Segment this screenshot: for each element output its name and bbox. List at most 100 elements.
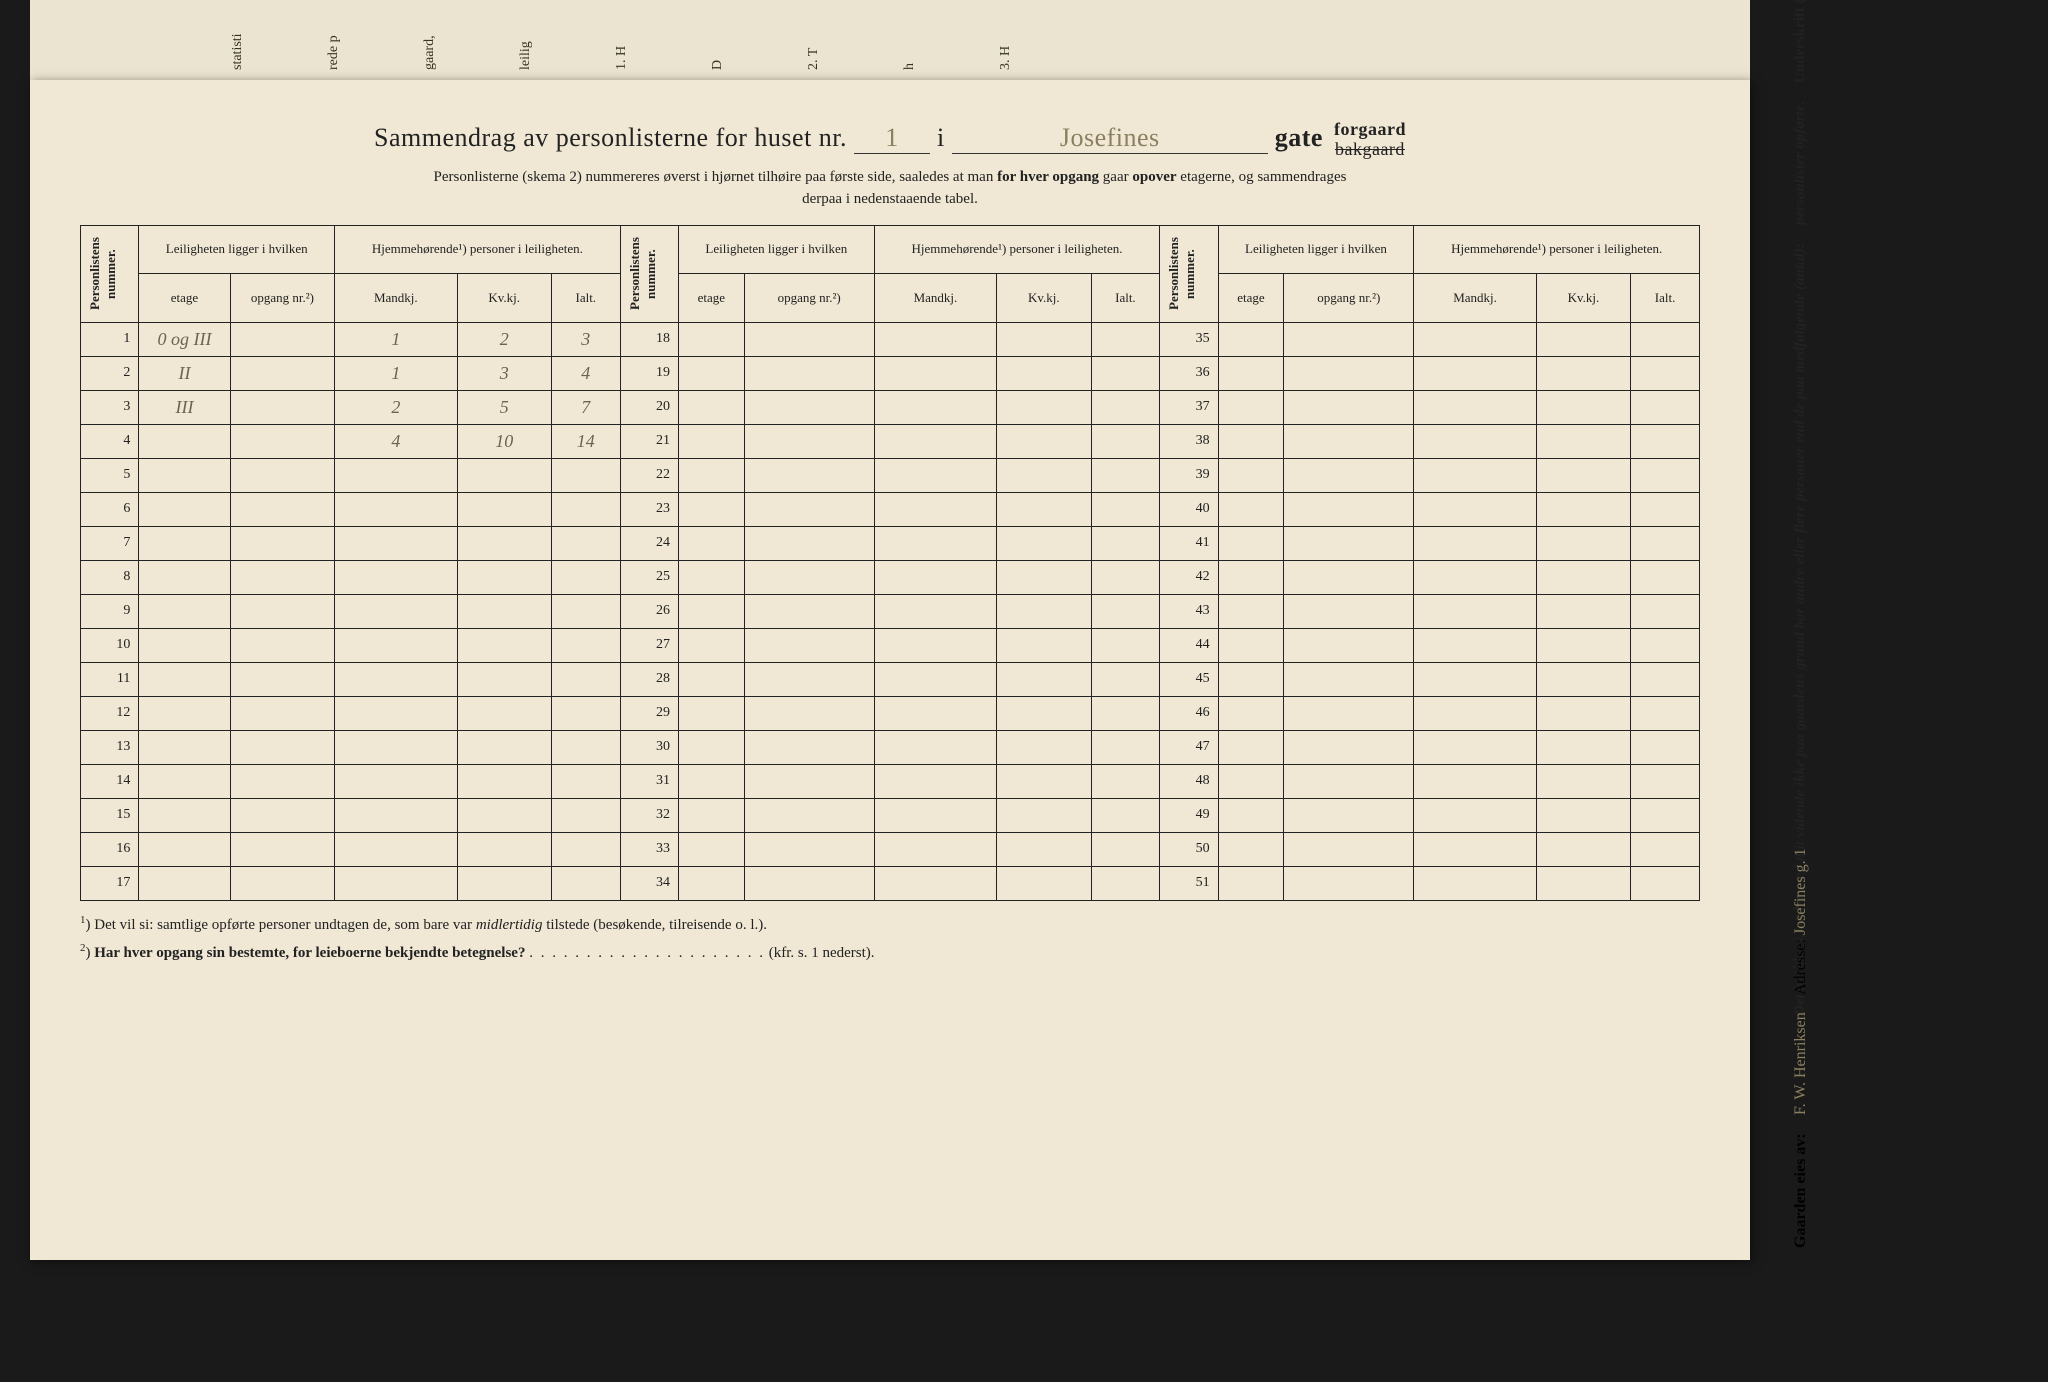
table-body: 10 og III12318352II13419363III2572037441… bbox=[81, 322, 1700, 900]
table-cell bbox=[744, 662, 874, 696]
table-cell bbox=[1414, 424, 1536, 458]
table-cell bbox=[335, 458, 457, 492]
street-field: Josefines bbox=[952, 123, 1268, 154]
table-cell bbox=[744, 730, 874, 764]
table-cell bbox=[230, 322, 334, 356]
table-cell bbox=[744, 696, 874, 730]
top-cut-labels: statistirede pgaard,leilig1. HD2. Th3. H bbox=[230, 0, 1130, 70]
table-cell bbox=[230, 560, 334, 594]
table-cell bbox=[551, 560, 620, 594]
table-cell bbox=[679, 424, 745, 458]
table-cell bbox=[1284, 832, 1414, 866]
gaarden-eies-line: Gaarden eies av: bbox=[1788, 1129, 1814, 1252]
top-cut-label: D bbox=[710, 0, 726, 70]
table-cell bbox=[1091, 390, 1160, 424]
table-cell bbox=[1218, 866, 1284, 900]
table-cell bbox=[874, 526, 996, 560]
top-cut-label: h bbox=[902, 0, 918, 70]
table-cell bbox=[230, 764, 334, 798]
table-cell bbox=[335, 730, 457, 764]
table-cell: 5 bbox=[457, 390, 551, 424]
table-cell: 45 bbox=[1160, 662, 1218, 696]
table-cell: 2 bbox=[81, 356, 139, 390]
table-cell bbox=[997, 696, 1091, 730]
table-cell: 34 bbox=[620, 866, 678, 900]
table-cell bbox=[139, 492, 230, 526]
col-hjemme-1: Hjemmehørende¹) personer i leiligheten. bbox=[335, 225, 621, 274]
table-cell bbox=[335, 628, 457, 662]
table-cell bbox=[1218, 628, 1284, 662]
table-cell bbox=[1218, 458, 1284, 492]
owner-panel: Gaarden eies av: F. W. Henriksen Adresse… bbox=[1788, 882, 1948, 1262]
table-cell bbox=[1218, 662, 1284, 696]
col-leilighet-3: Leiligheten ligger i hvilken bbox=[1218, 225, 1414, 274]
table-cell bbox=[679, 866, 745, 900]
table-cell bbox=[1284, 356, 1414, 390]
table-cell bbox=[1414, 866, 1536, 900]
table-cell bbox=[1284, 662, 1414, 696]
table-cell: 1 bbox=[81, 322, 139, 356]
table-cell bbox=[679, 560, 745, 594]
table-cell bbox=[335, 764, 457, 798]
table-cell bbox=[1414, 696, 1536, 730]
table-cell: 3 bbox=[81, 390, 139, 424]
table-cell bbox=[335, 594, 457, 628]
table-cell bbox=[1284, 730, 1414, 764]
table-cell bbox=[139, 458, 230, 492]
table-cell bbox=[1284, 798, 1414, 832]
table-cell: 36 bbox=[1160, 356, 1218, 390]
table-cell: 39 bbox=[1160, 458, 1218, 492]
owner-addr-label: Adresse: bbox=[1792, 939, 1809, 995]
table-cell bbox=[139, 696, 230, 730]
owner-name: F. W. Henriksen bbox=[1788, 1009, 1814, 1120]
table-row: 82542 bbox=[81, 560, 1700, 594]
table-cell bbox=[997, 764, 1091, 798]
table-cell bbox=[1631, 832, 1700, 866]
table-cell bbox=[230, 866, 334, 900]
table-cell bbox=[551, 866, 620, 900]
table-cell bbox=[1414, 390, 1536, 424]
table-cell bbox=[997, 866, 1091, 900]
table-cell bbox=[1536, 866, 1630, 900]
table-cell bbox=[997, 628, 1091, 662]
table-cell bbox=[1218, 390, 1284, 424]
sub-kvkj-1: Kv.kj. bbox=[457, 274, 551, 323]
table-cell bbox=[1536, 390, 1630, 424]
table-cell bbox=[874, 798, 996, 832]
table-cell bbox=[744, 526, 874, 560]
table-cell bbox=[1284, 322, 1414, 356]
table-cell: 10 bbox=[457, 424, 551, 458]
footnote-2-suffix: (kfr. s. 1 nederst). bbox=[769, 945, 875, 961]
table-cell bbox=[997, 458, 1091, 492]
table-cell: 26 bbox=[620, 594, 678, 628]
top-cut-label: gaard, bbox=[422, 0, 438, 70]
footnote-2: 2) Har hver opgang sin bestemte, for lei… bbox=[80, 939, 1700, 967]
table-cell bbox=[1284, 594, 1414, 628]
table-cell: 5 bbox=[81, 458, 139, 492]
table-cell bbox=[874, 866, 996, 900]
table-cell bbox=[1284, 458, 1414, 492]
table-cell bbox=[457, 832, 551, 866]
table-cell bbox=[1091, 832, 1160, 866]
footnotes: 1) Det vil si: samtlige opførte personer… bbox=[80, 911, 1700, 967]
table-cell bbox=[1284, 526, 1414, 560]
table-cell: 4 bbox=[335, 424, 457, 458]
table-cell bbox=[335, 492, 457, 526]
table-cell bbox=[997, 832, 1091, 866]
table-cell bbox=[457, 730, 551, 764]
table-cell bbox=[1536, 832, 1630, 866]
table-cell bbox=[551, 628, 620, 662]
sub-etage-1: etage bbox=[139, 274, 230, 323]
table-cell bbox=[1284, 866, 1414, 900]
table-cell: 7 bbox=[551, 390, 620, 424]
table-cell bbox=[1284, 628, 1414, 662]
table-cell: 3 bbox=[457, 356, 551, 390]
table-cell bbox=[744, 390, 874, 424]
table-row: 92643 bbox=[81, 594, 1700, 628]
table-cell bbox=[457, 866, 551, 900]
table-cell: 6 bbox=[81, 492, 139, 526]
table-cell bbox=[874, 832, 996, 866]
sub-opgang-3: opgang nr.²) bbox=[1284, 274, 1414, 323]
table-cell bbox=[744, 322, 874, 356]
table-cell bbox=[874, 628, 996, 662]
